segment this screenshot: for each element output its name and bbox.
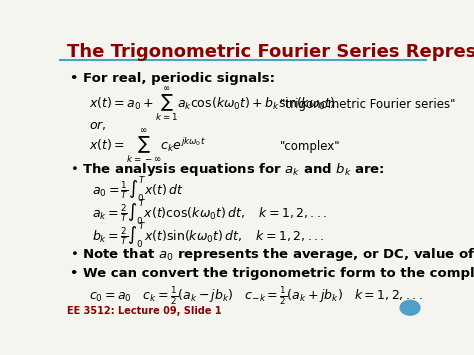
- Text: $a_0 = \frac{1}{T}\int_0^T x(t)\,dt$: $a_0 = \frac{1}{T}\int_0^T x(t)\,dt$: [92, 174, 184, 204]
- Text: $a_k = \frac{2}{T}\int_0^T x(t)\cos(k\omega_0 t)\,dt,\quad k=1,2,...$: $a_k = \frac{2}{T}\int_0^T x(t)\cos(k\om…: [92, 197, 328, 227]
- Text: "complex": "complex": [280, 140, 340, 153]
- Text: • We can convert the trigonometric form to the complex form:: • We can convert the trigonometric form …: [70, 267, 474, 280]
- Text: $x(t) = \sum_{k=-\infty}^{\infty} c_k e^{jk\omega_0 t}$: $x(t) = \sum_{k=-\infty}^{\infty} c_k e^…: [89, 127, 205, 165]
- Text: $or,$: $or,$: [89, 120, 106, 132]
- Text: • Note that $a_0$ represents the average, or DC, value of the signal.: • Note that $a_0$ represents the average…: [70, 246, 474, 263]
- Text: $c_0 = a_0 \quad c_k = \frac{1}{2}(a_k - jb_k) \quad c_{-k} = \frac{1}{2}(a_k + : $c_0 = a_0 \quad c_k = \frac{1}{2}(a_k -…: [89, 285, 422, 307]
- Text: • The analysis equations for $a_k$ and $b_k$ are:: • The analysis equations for $a_k$ and $…: [70, 161, 385, 178]
- Text: $b_k = \frac{2}{T}\int_0^T x(t)\sin(k\omega_0 t)\,dt,\quad k=1,2,...$: $b_k = \frac{2}{T}\int_0^T x(t)\sin(k\om…: [92, 220, 325, 250]
- Text: The Trigonometric Fourier Series Representations: The Trigonometric Fourier Series Represe…: [66, 43, 474, 61]
- Text: $x(t) = a_0 + \sum_{k=1}^{\infty} a_k \cos(k\omega_0 t) + b_k \sin(k\omega_0 t)$: $x(t) = a_0 + \sum_{k=1}^{\infty} a_k \c…: [89, 85, 335, 123]
- Text: EE 3512: Lecture 09, Slide 1: EE 3512: Lecture 09, Slide 1: [66, 306, 221, 316]
- Text: • For real, periodic signals:: • For real, periodic signals:: [70, 72, 275, 84]
- Circle shape: [400, 300, 420, 315]
- Text: "trigonometric Fourier series": "trigonometric Fourier series": [280, 98, 455, 111]
